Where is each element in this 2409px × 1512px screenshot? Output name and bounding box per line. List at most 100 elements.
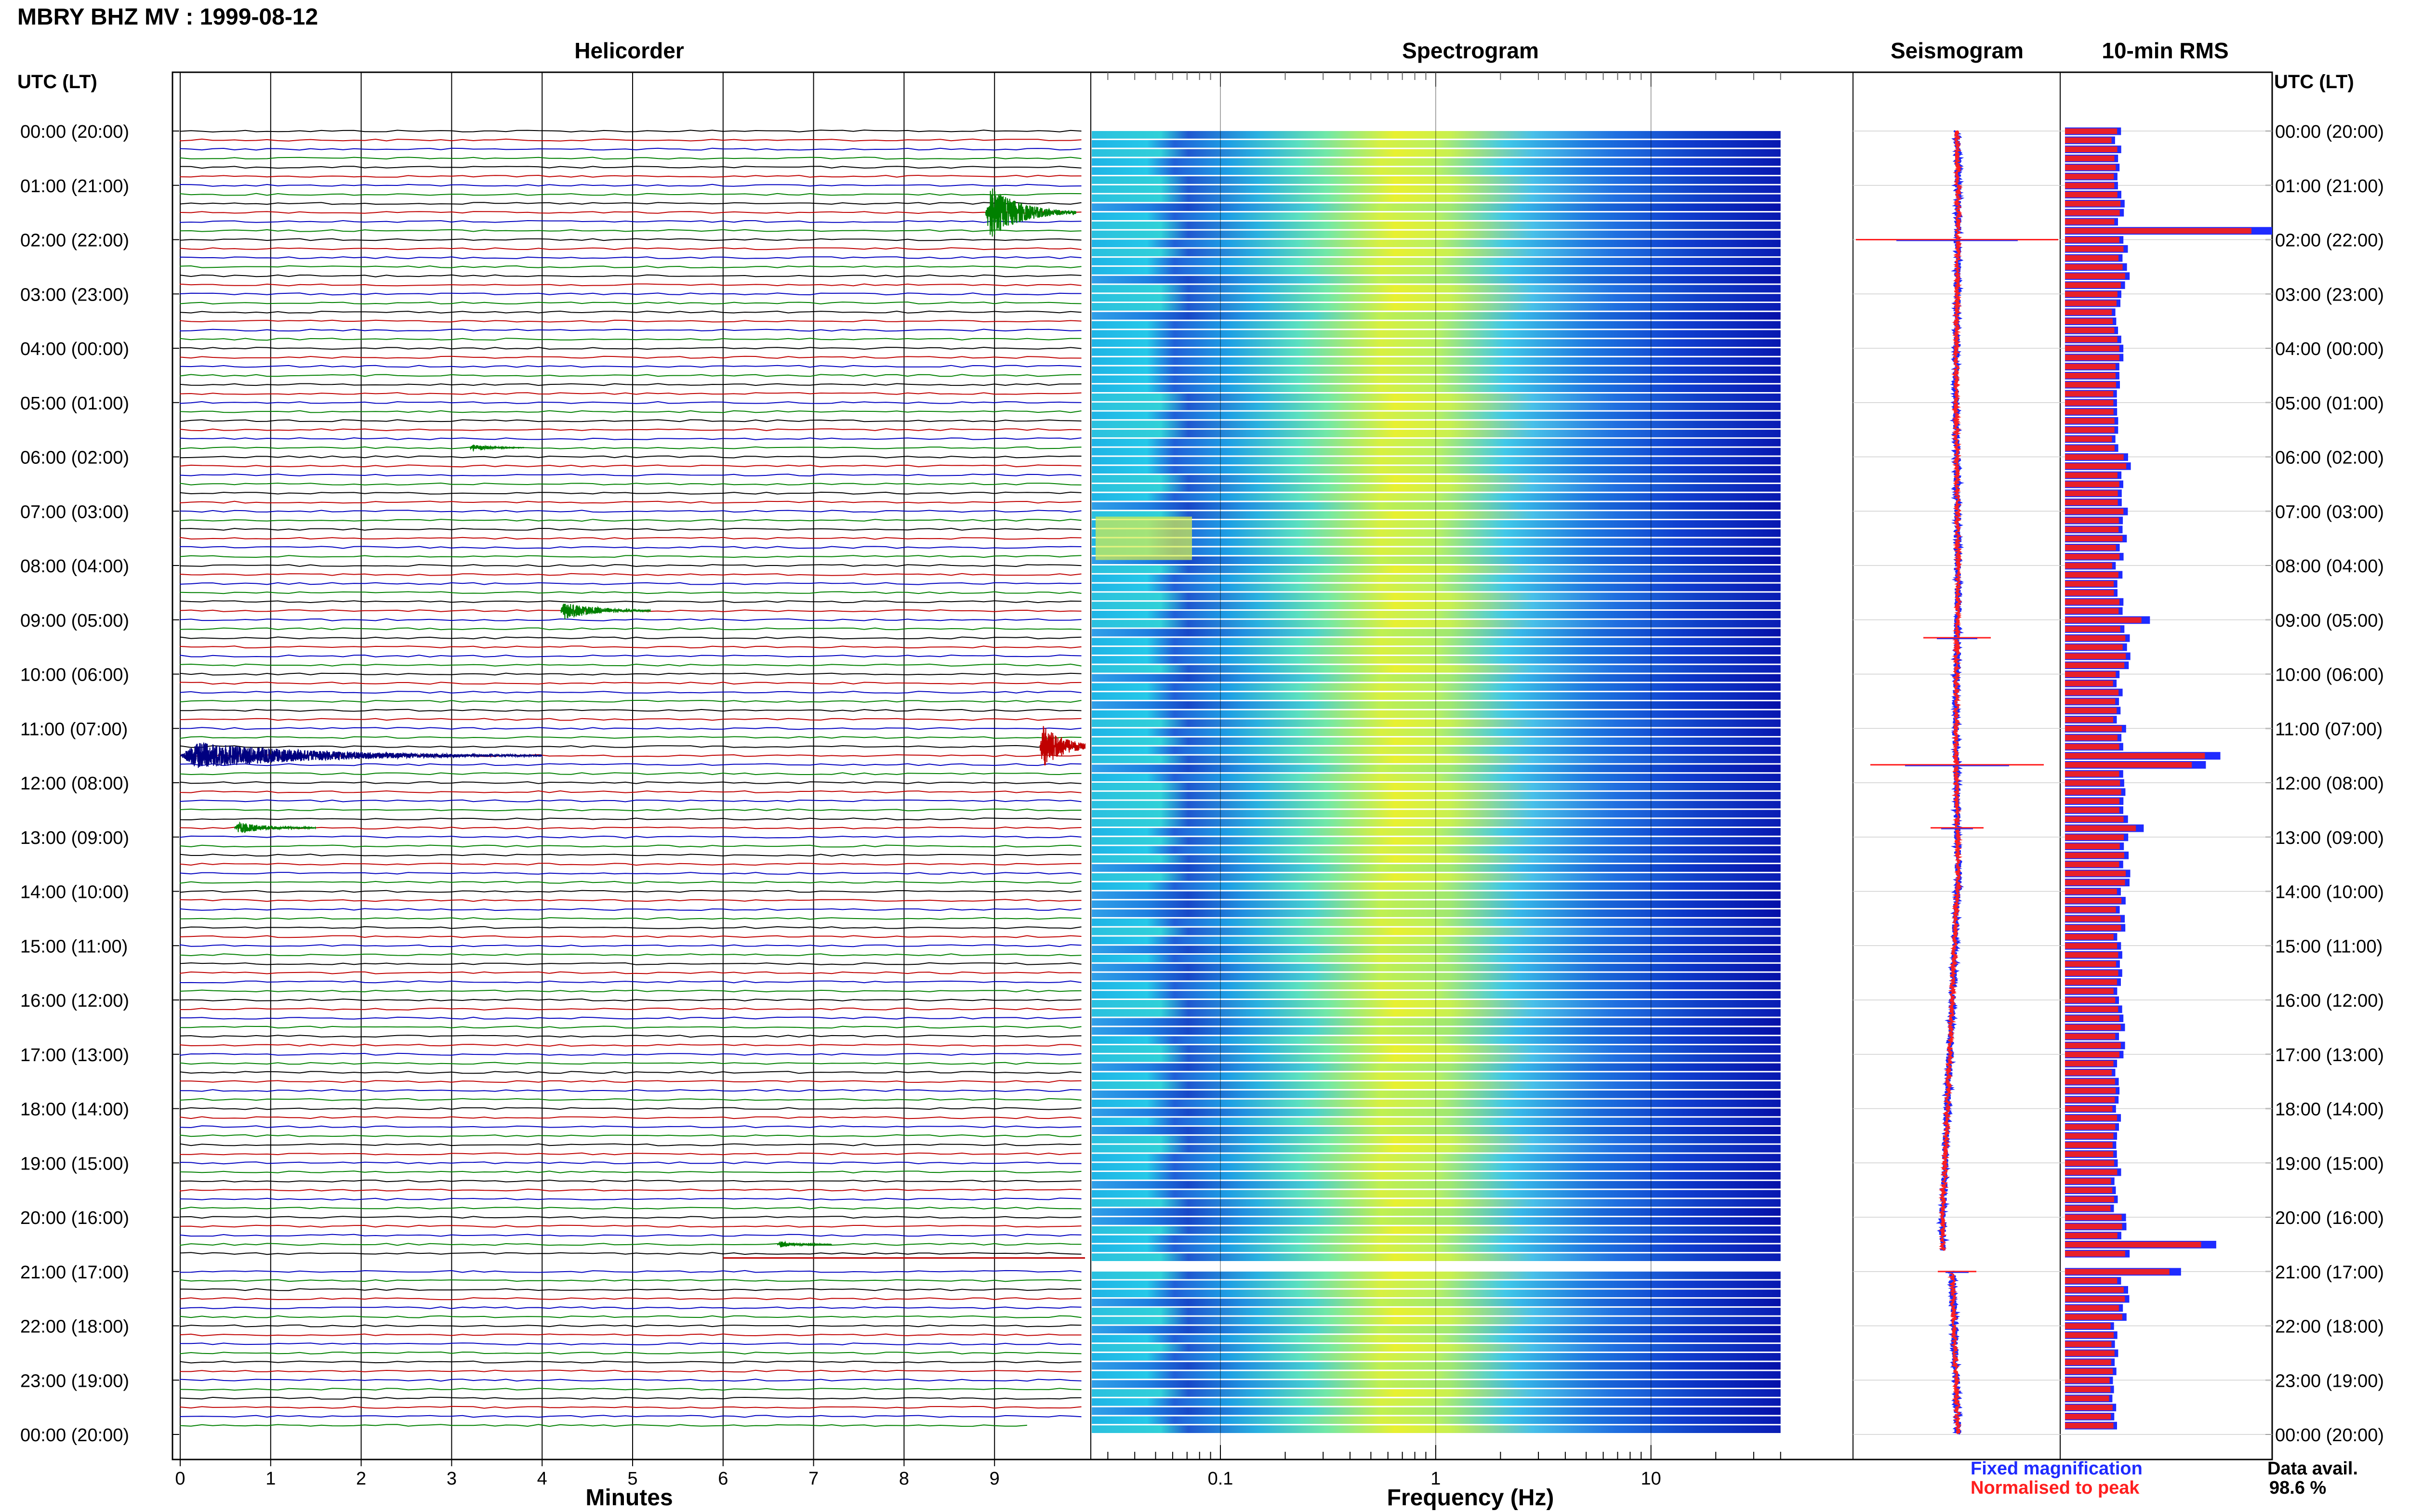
helicorder-trace — [180, 772, 1082, 776]
spectrogram-row — [1092, 1063, 1781, 1071]
rms-bar-normalised — [2065, 137, 2112, 144]
rms-bar-normalised — [2065, 889, 2117, 894]
spectrogram-row — [1092, 1380, 1781, 1388]
spectrogram-row — [1092, 1118, 1781, 1126]
time-tick-label-left: 05:00 (01:00) — [20, 394, 129, 414]
spectrogram-row — [1092, 755, 1781, 763]
helicorder-trace — [180, 1396, 1082, 1400]
spectrogram-row — [1092, 167, 1781, 175]
rms-bar-normalised — [2065, 843, 2120, 849]
spectrogram-row — [1092, 131, 1781, 139]
helicorder-event — [560, 604, 651, 620]
time-tick-label-left: 16:00 (12:00) — [20, 991, 129, 1011]
time-tick-label-left: 10:00 (06:00) — [20, 665, 129, 685]
helicorder-trace — [180, 392, 1082, 395]
spectrogram-row — [1092, 221, 1781, 229]
rms-bar-normalised — [2065, 689, 2119, 696]
helicorder-trace — [180, 1170, 1082, 1174]
time-tick-label-right: 22:00 (18:00) — [2275, 1317, 2384, 1337]
time-tick-label-right: 17:00 (13:00) — [2275, 1045, 2384, 1065]
spectrogram-row — [1092, 556, 1781, 564]
rms-bar-normalised — [2065, 246, 2124, 252]
rms-bar-normalised — [2065, 146, 2118, 152]
spectrogram-row — [1092, 909, 1781, 917]
spectrogram-row — [1092, 1027, 1781, 1035]
spectrogram-row — [1092, 520, 1781, 528]
helicorder-trace — [180, 1351, 1082, 1354]
helicorder-trace — [180, 1297, 1082, 1301]
spectrogram-row — [1092, 665, 1781, 673]
rms-bar-normalised — [2065, 545, 2116, 551]
helicorder-xtick-label: 8 — [899, 1469, 909, 1489]
helicorder-trace — [180, 1234, 1082, 1237]
spectrogram-row — [1092, 1316, 1781, 1325]
rms-bar-normalised — [2065, 463, 2127, 469]
rms-panel — [2060, 127, 2272, 1435]
rms-bar-normalised — [2065, 1368, 2113, 1374]
spectrogram-row — [1092, 384, 1781, 392]
helicorder-event — [180, 742, 543, 768]
spectrogram-row — [1092, 918, 1781, 926]
helicorder-trace — [180, 174, 1082, 178]
spectrogram-row — [1092, 982, 1781, 990]
spectrogram-row — [1092, 882, 1781, 890]
rms-bar-normalised — [2065, 1205, 2111, 1211]
spectrogram-row — [1092, 1127, 1781, 1134]
helicorder-trace — [180, 1243, 1082, 1246]
helicorder-trace — [180, 582, 1082, 585]
helicorder-trace — [180, 699, 1082, 703]
rms-bar-normalised — [2065, 1106, 2113, 1112]
spectrogram-row — [1092, 1036, 1781, 1044]
helicorder-trace — [180, 1342, 1082, 1345]
helicorder-trace — [180, 1026, 1082, 1029]
helicorder-trace — [180, 292, 1082, 296]
rms-bar-normalised — [2065, 1233, 2118, 1238]
helicorder-trace — [180, 989, 1082, 993]
spectrogram-row — [1092, 846, 1781, 854]
helicorder-trace — [180, 265, 1082, 268]
spectrogram-row — [1092, 1371, 1781, 1379]
spectrogram-row — [1092, 819, 1781, 827]
spectrogram-row — [1092, 900, 1781, 908]
helicorder-trace — [180, 138, 1082, 142]
spectrogram-row — [1092, 629, 1781, 637]
helicorder-trace — [180, 1007, 1082, 1011]
helicorder-trace — [180, 238, 1082, 241]
rms-bar-normalised — [2065, 1305, 2119, 1311]
spectrogram-row — [1092, 565, 1781, 573]
helicorder-trace — [180, 365, 1082, 368]
rms-bar-normalised — [2065, 1006, 2118, 1012]
helicorder-event — [470, 444, 525, 452]
rms-bar-normalised — [2065, 997, 2116, 1003]
spectrogram-row — [1092, 1244, 1781, 1252]
time-tick-label-right: 20:00 (16:00) — [2275, 1208, 2384, 1228]
spectrogram-row — [1092, 394, 1781, 401]
helicorder-trace — [180, 500, 1082, 504]
rms-bar-normalised — [2065, 825, 2136, 831]
helicorder-trace — [180, 247, 1082, 250]
helicorder-trace — [180, 781, 1082, 785]
helicorder-trace — [180, 573, 1082, 576]
helicorder-trace — [180, 1424, 1027, 1427]
time-tick-label-left: 00:00 (20:00) — [20, 122, 129, 142]
spectrogram-row — [1092, 1154, 1781, 1162]
time-tick-label-right: 15:00 (11:00) — [2275, 936, 2383, 957]
spectrogram-row — [1092, 783, 1781, 790]
helicorder-trace — [180, 229, 1082, 232]
rms-bar-normalised — [2065, 1142, 2113, 1148]
time-tick-label-left: 03:00 (23:00) — [20, 285, 129, 305]
rms-bar-normalised — [2065, 418, 2115, 424]
spectrogram-row — [1092, 511, 1781, 519]
time-tick-label-right: 02:00 (22:00) — [2275, 231, 2384, 251]
spectrogram-row — [1092, 502, 1781, 510]
helicorder-trace — [180, 826, 1082, 829]
rms-bar-normalised — [2065, 671, 2116, 677]
rms-bar-normalised — [2065, 1223, 2122, 1230]
spectrogram-row — [1092, 1253, 1781, 1261]
helicorder-trace — [180, 437, 1082, 440]
rms-bar-normalised — [2065, 780, 2120, 786]
helicorder-trace — [180, 1152, 1082, 1156]
spectrogram-row — [1092, 592, 1781, 601]
rms-bar-normalised — [2065, 572, 2118, 578]
